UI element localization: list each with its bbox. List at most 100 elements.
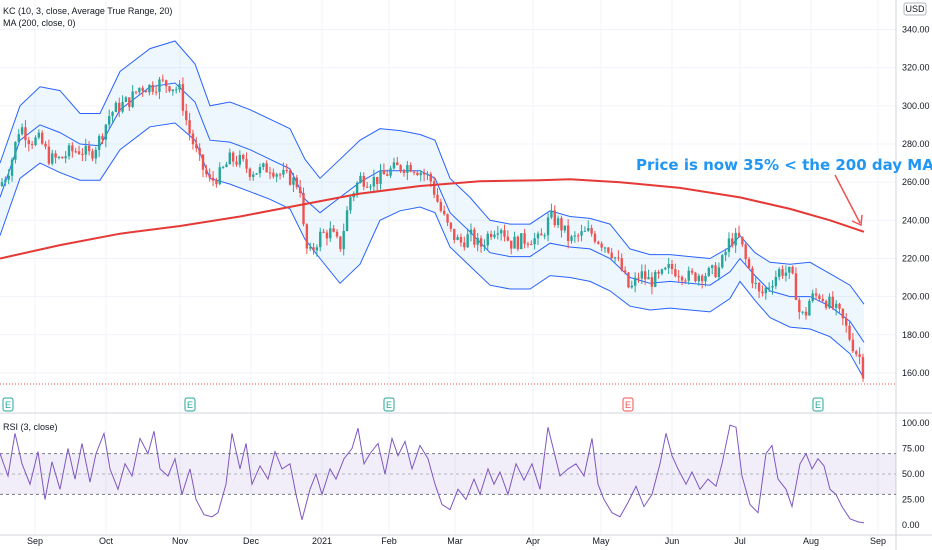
candle <box>77 145 81 155</box>
currency-badge: USD <box>903 2 927 16</box>
earnings-marker[interactable]: E <box>812 397 824 412</box>
earnings-marker-label: E <box>187 400 193 410</box>
candle <box>24 120 27 148</box>
candle <box>432 176 436 199</box>
earnings-marker[interactable]: E <box>383 397 395 412</box>
time-tick-label: Nov <box>172 536 189 546</box>
candle <box>386 169 389 177</box>
candle <box>587 220 590 232</box>
candle <box>617 250 620 262</box>
candle <box>684 278 687 284</box>
earnings-marker[interactable]: E <box>2 397 14 412</box>
candle <box>610 248 613 261</box>
candle <box>466 228 469 248</box>
candle <box>855 349 858 357</box>
candle <box>838 302 841 315</box>
candle <box>597 240 600 245</box>
candle <box>349 196 352 214</box>
time-tick-label: May <box>592 536 610 546</box>
candle <box>757 281 761 298</box>
candle <box>560 215 563 238</box>
candle <box>510 240 513 255</box>
candle <box>101 133 104 145</box>
candle <box>416 170 419 176</box>
candle <box>697 273 700 286</box>
candle <box>670 259 674 275</box>
candle <box>824 299 828 310</box>
earnings-marker[interactable]: E <box>622 397 634 412</box>
rsi-tick-label: 50.00 <box>902 469 925 479</box>
candle <box>496 225 499 240</box>
candle <box>483 239 486 252</box>
candle <box>583 226 587 232</box>
candle <box>764 286 767 300</box>
candle <box>409 162 412 173</box>
candle <box>312 242 315 255</box>
rsi-tick-label: 0.00 <box>902 520 920 530</box>
candle <box>298 179 302 198</box>
candle <box>128 97 131 112</box>
candle <box>637 272 640 283</box>
legend-kc: KC (10, 3, close, Average True Range, 20… <box>3 6 172 16</box>
candle <box>680 275 684 286</box>
candle <box>644 264 647 285</box>
candle <box>821 294 824 303</box>
candle <box>365 181 369 189</box>
candle <box>499 228 503 241</box>
candle <box>660 268 664 276</box>
earnings-marker-label: E <box>625 400 631 410</box>
candle <box>707 266 711 278</box>
candle <box>124 96 128 103</box>
candle <box>168 85 171 93</box>
candle <box>342 223 345 256</box>
candle <box>195 137 198 153</box>
candle <box>731 232 734 248</box>
candle <box>322 228 325 234</box>
candle <box>704 272 707 287</box>
rsi-tick-label: 100.00 <box>902 418 930 428</box>
candle <box>288 168 292 186</box>
candle <box>553 205 556 228</box>
candle <box>114 100 118 113</box>
candle <box>71 142 74 158</box>
candle <box>570 234 573 244</box>
candle <box>724 248 727 262</box>
candle <box>4 176 7 187</box>
candle <box>47 139 51 166</box>
candle <box>225 161 228 168</box>
candle <box>523 228 526 249</box>
candle <box>27 136 30 152</box>
candle <box>546 212 550 242</box>
candle <box>14 141 17 164</box>
candle <box>520 233 523 250</box>
candle <box>141 85 144 97</box>
candle <box>161 74 164 83</box>
candle <box>613 256 617 263</box>
candle <box>664 266 667 271</box>
candle <box>513 231 516 249</box>
candle <box>245 152 248 174</box>
candle <box>530 240 533 246</box>
candle <box>402 168 406 177</box>
candle <box>61 156 64 159</box>
candle <box>600 241 603 252</box>
candle <box>694 271 697 283</box>
candle <box>623 266 627 275</box>
candle <box>443 205 446 216</box>
candle <box>292 173 295 193</box>
price-tick-label: 280.00 <box>902 139 930 149</box>
candle <box>359 172 362 184</box>
earnings-marker[interactable]: E <box>184 397 196 412</box>
candle <box>603 246 607 253</box>
candle <box>851 333 855 354</box>
price-tick-label: 300.00 <box>902 101 930 111</box>
candle <box>309 242 312 252</box>
keltner-channel-basis <box>0 82 865 343</box>
price-tick-label: 200.00 <box>902 292 930 302</box>
candle <box>20 123 24 136</box>
candle <box>412 170 416 176</box>
candle <box>489 230 493 241</box>
candle <box>178 80 181 93</box>
candle <box>181 77 185 116</box>
